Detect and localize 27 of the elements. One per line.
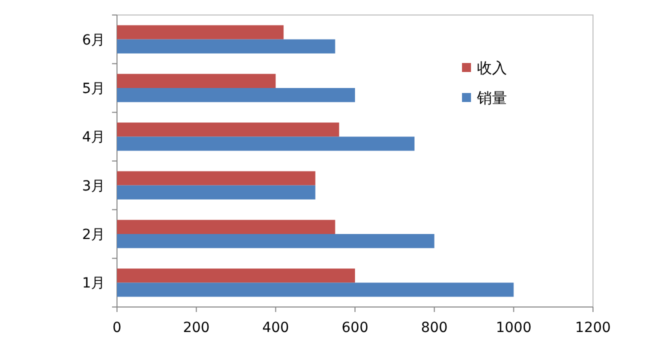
y-tick-label: 4月 <box>82 130 105 146</box>
y-tick-label: 1月 <box>82 276 105 292</box>
bar <box>117 171 316 186</box>
bar <box>117 220 336 234</box>
x-tick-label: 0 <box>112 320 122 336</box>
bar <box>117 39 336 54</box>
bar <box>117 88 355 102</box>
bar <box>117 234 434 248</box>
bar <box>117 136 414 151</box>
bar <box>117 74 276 88</box>
bar <box>117 25 284 40</box>
x-tick-label: 200 <box>182 320 210 336</box>
legend-label: 收入 <box>477 59 507 77</box>
y-tick-label: 3月 <box>82 178 105 194</box>
x-tick-label: 1000 <box>496 320 532 336</box>
bar <box>117 122 340 137</box>
x-tick-label: 400 <box>262 320 290 336</box>
y-tick-label: 5月 <box>82 81 105 97</box>
legend-label: 销量 <box>476 89 507 107</box>
y-tick-label: 6月 <box>82 32 105 48</box>
bar <box>117 185 316 200</box>
bar <box>117 268 355 283</box>
x-tick-label: 600 <box>342 320 368 336</box>
y-tick-label: 2月 <box>82 227 105 243</box>
x-tick-label: 800 <box>420 320 448 336</box>
x-tick-label: 1200 <box>575 320 611 336</box>
bar <box>117 282 514 297</box>
